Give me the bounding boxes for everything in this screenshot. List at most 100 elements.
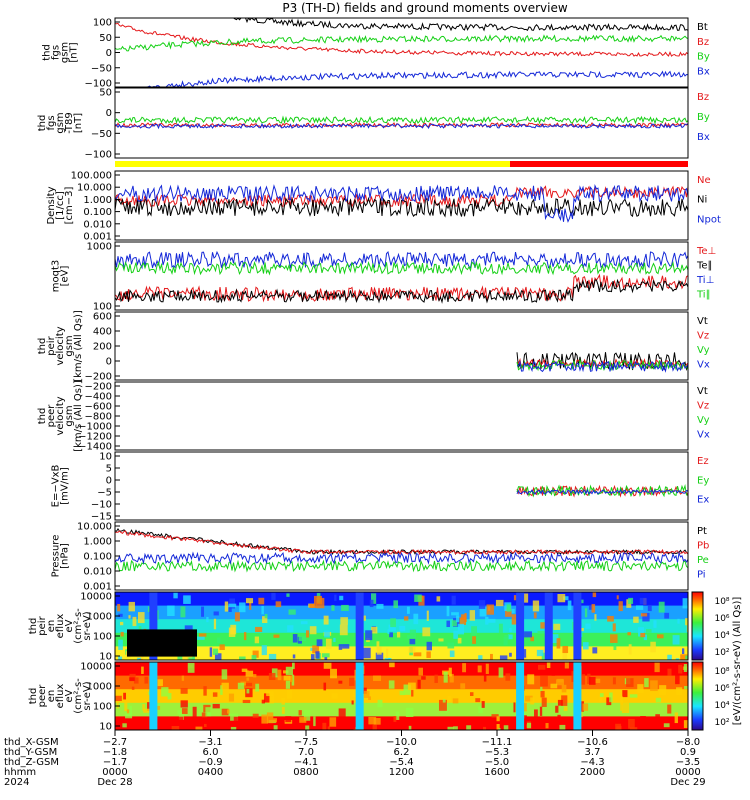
spectrogram-cell <box>426 651 431 658</box>
spectrogram-cell <box>209 647 213 657</box>
spectrogram-cell <box>682 598 688 609</box>
y-tick-label: 0.010 <box>83 567 112 578</box>
spectrogram-cell <box>452 698 459 704</box>
spectrogram-cell <box>534 709 538 719</box>
spectrogram-cell <box>409 629 417 639</box>
spectrogram-cell <box>618 601 623 612</box>
spectrogram-cell <box>451 620 457 627</box>
panel-frame <box>114 87 689 159</box>
y-tick-label: −50 <box>91 129 112 140</box>
trace-Ti∥ <box>115 260 688 276</box>
spectrogram-cell <box>628 718 635 729</box>
spectrogram-cell <box>286 593 290 597</box>
spectrogram-cell <box>246 688 250 694</box>
spectrogram-cell <box>245 598 254 604</box>
spectrogram-cell <box>245 670 254 677</box>
legend-Ex: Ex <box>697 495 709 506</box>
spectrogram-cell <box>405 707 414 717</box>
spectrogram-cell <box>672 635 680 645</box>
spectrogram-cell <box>449 650 455 657</box>
spectrogram-cell <box>144 676 149 684</box>
spectrogram-cell <box>403 684 411 695</box>
spectrogram-cell <box>133 677 139 684</box>
spectrogram-cell <box>686 621 688 633</box>
spectrogram-cell <box>479 606 487 617</box>
x-row-value: −3.1 <box>198 737 222 748</box>
spectrogram-dropout <box>149 592 158 660</box>
spectrogram-cell <box>499 655 508 660</box>
spectrogram-cell <box>478 706 483 714</box>
spectrogram-cell <box>180 688 188 694</box>
spectrogram-cell <box>656 723 662 729</box>
spectrogram-cell <box>377 699 383 708</box>
trace-Bt <box>115 18 688 32</box>
spectrogram-cell <box>220 685 223 695</box>
y-tick-label: −1400 <box>78 442 112 453</box>
spectrogram-cell <box>246 677 250 681</box>
spectrogram-cell <box>513 702 516 713</box>
spectrogram-cell <box>261 714 269 724</box>
spectrogram-cell <box>657 634 664 639</box>
spectrogram-cell <box>453 630 459 639</box>
figure-title: P3 (TH-D) fields and ground moments over… <box>282 1 567 15</box>
spectrogram-cell <box>239 656 246 660</box>
legend-Pe: Pe <box>697 555 709 566</box>
spectrogram-cell <box>376 641 380 651</box>
spectrogram-cell <box>206 616 209 623</box>
spectrogram-band <box>115 646 688 660</box>
spectrogram-cell <box>283 670 289 674</box>
trace-Vy <box>516 358 688 372</box>
spectrogram-cell <box>498 623 503 633</box>
spectrogram-cell <box>228 603 237 608</box>
x-row-value: −1.8 <box>103 747 127 758</box>
spectrogram-cell <box>539 706 543 716</box>
x-row-value: 0.9 <box>680 747 696 758</box>
spectrogram-cell <box>273 725 278 730</box>
spectrogram-cell <box>306 630 310 638</box>
spectrogram-dropout <box>355 662 364 730</box>
spectrogram-cell <box>118 656 123 660</box>
panel-temperature: Te⊥ Te∥ Ti⊥ Ti∥ 1000 100 moqt3[eV] <box>51 241 716 313</box>
spectrogram-cell <box>489 653 493 660</box>
y-tick-label: 0.001 <box>83 232 112 243</box>
spectrogram-cell <box>180 700 188 708</box>
y-tick-label: 1000 <box>87 612 112 623</box>
panel-electron_spectrogram: 10⁸ 10⁶ 10⁴ 10² 10000 1000 100 10 thdpeereneflux… <box>28 661 730 733</box>
spectrogram-cell <box>362 687 367 694</box>
colorbar: 10⁸ 10⁶ 10⁴ 10² <box>691 591 730 661</box>
legend-Vy: Vy <box>697 415 710 426</box>
spectrogram-cell <box>287 625 294 632</box>
x-row-value: −4.3 <box>580 757 604 768</box>
panel-peer_velocity: Vt Vz Vy Vx −200−400−600−800−1000−1200−1400t… <box>37 380 710 452</box>
spectrogram-dropout <box>573 662 582 730</box>
spectrogram-cell <box>561 684 567 693</box>
spectrogram-cell <box>281 697 286 705</box>
spectrogram-cell <box>451 595 456 605</box>
spectrogram-dropout <box>355 592 364 660</box>
trace-Ex <box>516 488 688 495</box>
legend-Pt: Pt <box>697 526 707 537</box>
spectrogram-cell <box>620 700 623 711</box>
spectrogram-dropout <box>149 662 158 730</box>
spectrogram-cell <box>684 685 688 690</box>
y-tick-label: 10000 <box>80 592 112 603</box>
spectrogram-cell <box>639 597 647 605</box>
y-tick-label: −800 <box>85 412 112 423</box>
y-tick-label: 10 <box>99 652 112 663</box>
spectrogram-cell <box>312 645 320 654</box>
spectrogram-cell <box>594 614 597 621</box>
spectrogram-cell <box>478 655 483 660</box>
spectrogram-cell <box>451 612 459 616</box>
x-row-value: −5.4 <box>389 757 413 768</box>
spectrogram-cell <box>457 623 465 635</box>
x-axis-labels: thd_X-GSM −2.7 −3.1 −7.5 −10.0 −11.1 −10.6 −8.0… <box>4 730 706 788</box>
spectrogram-cell <box>338 708 346 717</box>
spectrogram-cell <box>582 703 589 711</box>
spectrogram-cell <box>331 693 338 699</box>
spectrogram-cell <box>393 600 399 609</box>
panel-body <box>115 527 688 573</box>
spectrogram-cell <box>491 714 499 718</box>
spectrogram-cell <box>157 679 163 687</box>
legend-Bt: Bt <box>697 22 708 33</box>
